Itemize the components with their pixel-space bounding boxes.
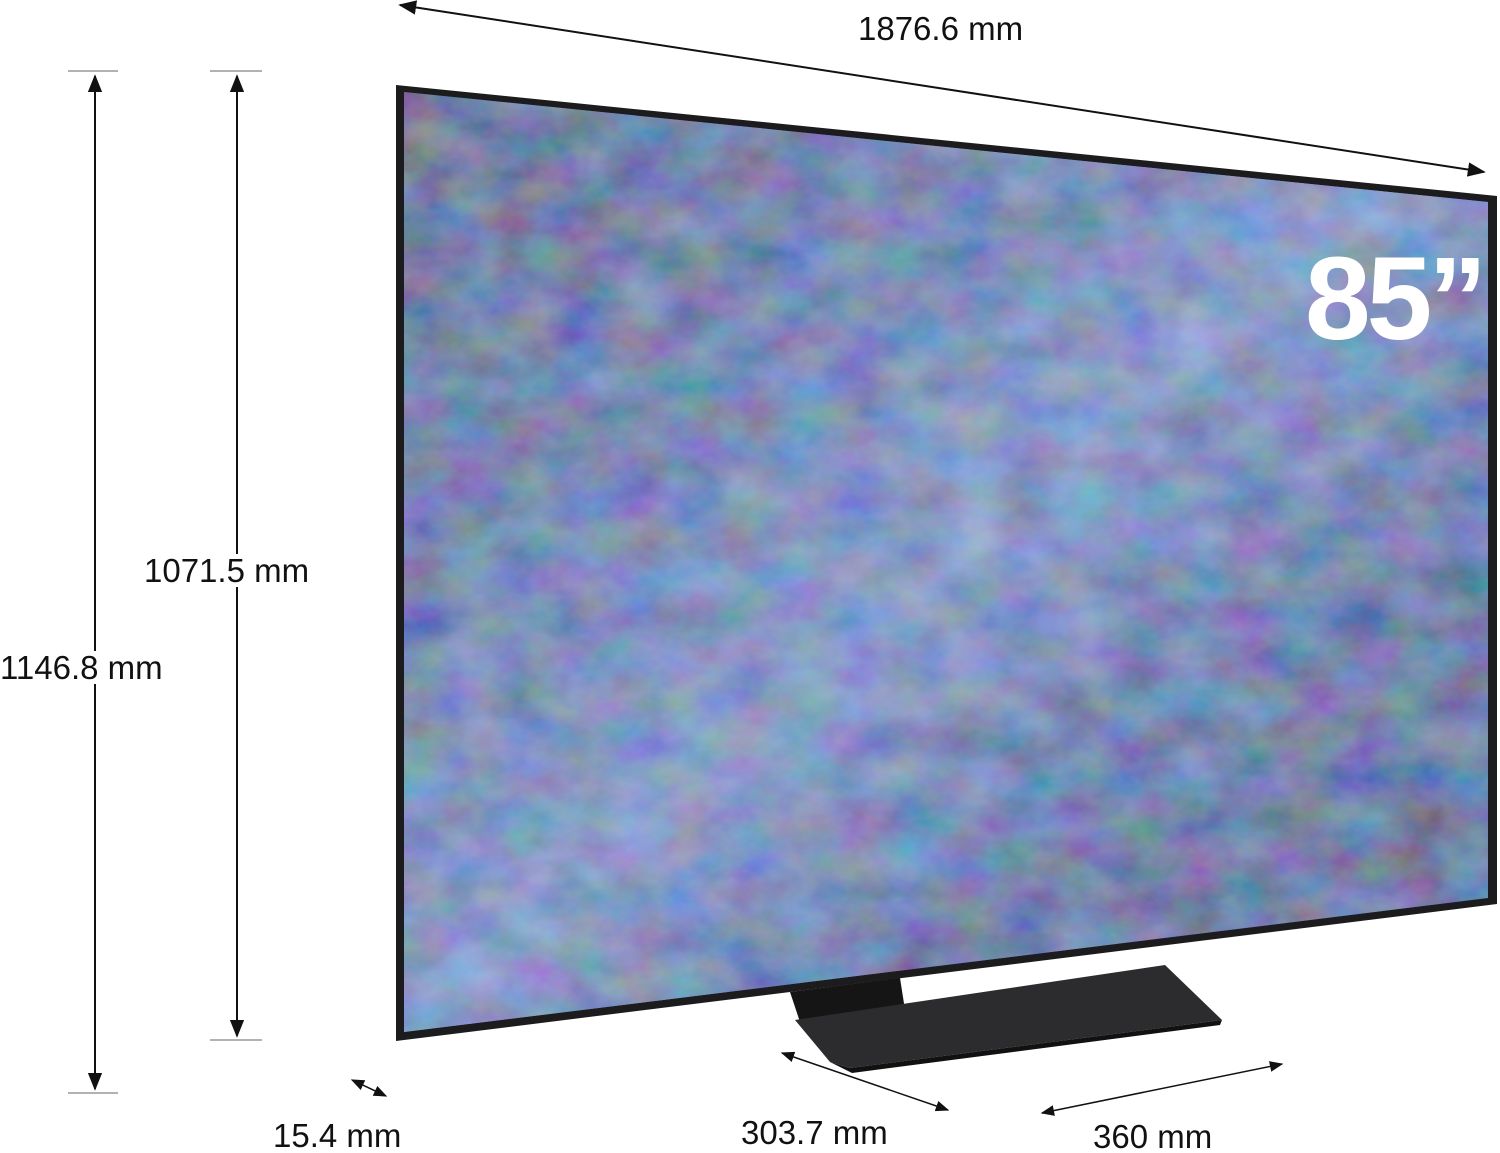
panel-depth-label: 15.4 mm <box>273 1117 402 1153</box>
stand-width-arrow <box>1040 1061 1284 1116</box>
stand-depth-arrow <box>780 1051 950 1112</box>
stand-depth-label: 303.7 mm <box>741 1114 888 1151</box>
depth-arrow <box>350 1079 388 1097</box>
stand-width-label: 360 mm <box>1093 1118 1213 1153</box>
panel-height-label: 1071.5 mm <box>144 552 310 589</box>
overall-width-label: 1876.6 mm <box>858 10 1024 47</box>
width-arrow <box>398 0 1486 177</box>
extension-ticks <box>68 70 262 1094</box>
overall-height-label: 1146.8 mm <box>0 649 163 686</box>
tv-screen <box>404 92 1488 1032</box>
screen-size-badge: 85” <box>1305 233 1487 365</box>
